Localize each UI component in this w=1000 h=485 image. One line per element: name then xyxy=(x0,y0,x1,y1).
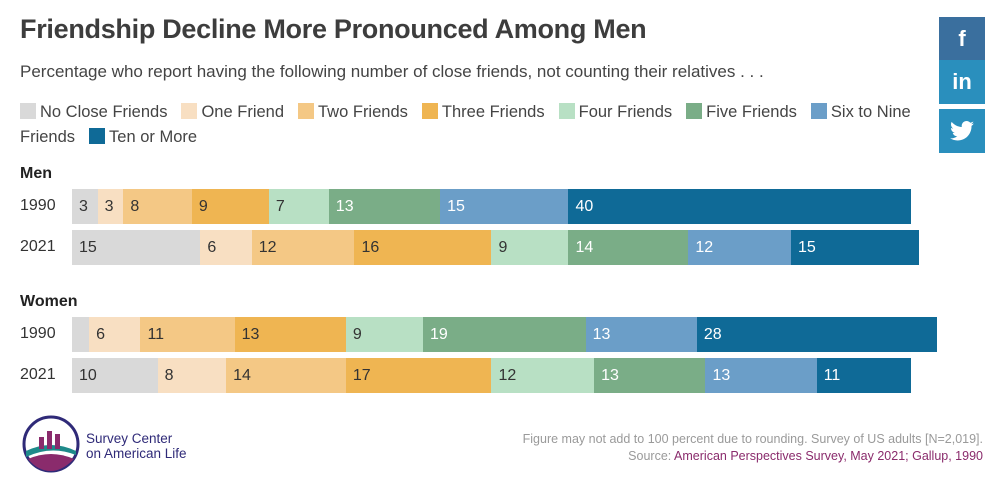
bar-segment: 3 xyxy=(72,189,98,224)
legend-item: Four Friends xyxy=(558,103,673,121)
bar-segment: 3 xyxy=(97,189,124,224)
footnote-note: Figure may not add to 100 percent due to… xyxy=(522,432,983,446)
legend-label: No Close Friends xyxy=(40,103,168,121)
bar-segment: 13 xyxy=(705,358,817,393)
bar-segment: 6 xyxy=(200,230,252,265)
bar-segment: 11 xyxy=(140,317,235,352)
year-label: 2021 xyxy=(20,238,56,255)
legend-label: Six to Nine Friends xyxy=(20,103,911,146)
logo-line-2: on American Life xyxy=(86,446,187,461)
linkedin-share-button[interactable]: in xyxy=(939,60,985,104)
legend-swatch xyxy=(686,103,703,119)
facebook-icon: f xyxy=(958,26,966,51)
legend-swatch xyxy=(421,103,438,119)
bar-segment: 17 xyxy=(345,358,492,393)
legend-item: Five Friends xyxy=(686,103,797,121)
facebook-share-button[interactable]: f xyxy=(939,17,985,61)
legend-label: Four Friends xyxy=(578,103,673,121)
footnote: Figure may not add to 100 percent due to… xyxy=(523,431,983,465)
legend-label: Three Friends xyxy=(441,103,545,121)
organization-name: Survey Center on American Life xyxy=(86,431,187,461)
legend-swatch xyxy=(810,103,827,119)
year-label: 1990 xyxy=(20,325,56,342)
bar-segment: 10 xyxy=(72,358,158,393)
legend-item: No Close Friends xyxy=(20,103,167,121)
legend-swatch xyxy=(20,103,36,119)
legend-item: Three Friends xyxy=(421,103,545,121)
chart-subtitle: Percentage who report having the followi… xyxy=(20,62,764,81)
legend-item: One Friend xyxy=(181,103,284,121)
legend-swatch xyxy=(181,103,198,119)
chart-legend: No Close Friends One Friend Two Friends Thr… xyxy=(20,100,925,150)
bar-segment: 8 xyxy=(157,358,227,393)
bar-segment: 13 xyxy=(594,358,706,393)
year-label: 2021 xyxy=(20,366,56,383)
bar-segment: 13 xyxy=(585,317,697,352)
bar-segment: 15 xyxy=(440,189,569,224)
legend-swatch xyxy=(298,103,315,119)
bar-segment: 9 xyxy=(345,317,423,352)
legend-swatch xyxy=(89,128,106,144)
bar-segment: 13 xyxy=(328,189,441,224)
bar-segment: 14 xyxy=(568,230,689,265)
legend-label: Ten or More xyxy=(109,128,198,146)
bar-segment: 12 xyxy=(688,230,792,265)
bar-segment: 12 xyxy=(491,358,595,393)
bar-segment: 19 xyxy=(422,317,586,352)
bar-segment: 28 xyxy=(696,317,937,352)
linkedin-icon: in xyxy=(952,69,972,94)
bar-segment: 8 xyxy=(123,189,192,224)
source-link[interactable]: American Perspectives Survey, May 2021; … xyxy=(674,449,983,463)
year-label: 1990 xyxy=(20,197,56,214)
bar-segment: 16 xyxy=(354,230,492,265)
legend-item: Six to Nine Friends xyxy=(20,103,911,146)
bar-segment: 40 xyxy=(568,189,911,224)
group-label-men: Men xyxy=(20,165,52,182)
legend-item: Ten or More xyxy=(89,128,197,146)
bar-segment: 11 xyxy=(816,358,911,393)
legend-swatch xyxy=(558,103,575,119)
bar-segment: 9 xyxy=(191,189,269,224)
bar-segment xyxy=(72,317,90,352)
group-label-women: Women xyxy=(20,293,78,310)
survey-center-logo-icon xyxy=(22,415,80,473)
logo-line-1: Survey Center xyxy=(86,431,173,446)
bar-segment: 15 xyxy=(791,230,920,265)
twitter-share-button[interactable] xyxy=(939,109,985,153)
source-prefix: Source: xyxy=(628,449,675,463)
bar-segment: 12 xyxy=(251,230,355,265)
chart-title: Friendship Decline More Pronounced Among… xyxy=(20,14,647,44)
legend-label: Two Friends xyxy=(318,103,408,121)
legend-label: One Friend xyxy=(201,103,285,121)
legend-label: Five Friends xyxy=(706,103,797,121)
bar-segment: 9 xyxy=(491,230,569,265)
twitter-icon xyxy=(950,121,974,141)
bar-segment: 14 xyxy=(226,358,346,393)
bar-segment: 15 xyxy=(72,230,201,265)
footnote-source: Source: American Perspectives Survey, Ma… xyxy=(523,448,983,465)
legend-item: Two Friends xyxy=(298,103,408,121)
bar-segment: 7 xyxy=(268,189,329,224)
bar-segment: 6 xyxy=(89,317,141,352)
bar-segment: 13 xyxy=(234,317,346,352)
